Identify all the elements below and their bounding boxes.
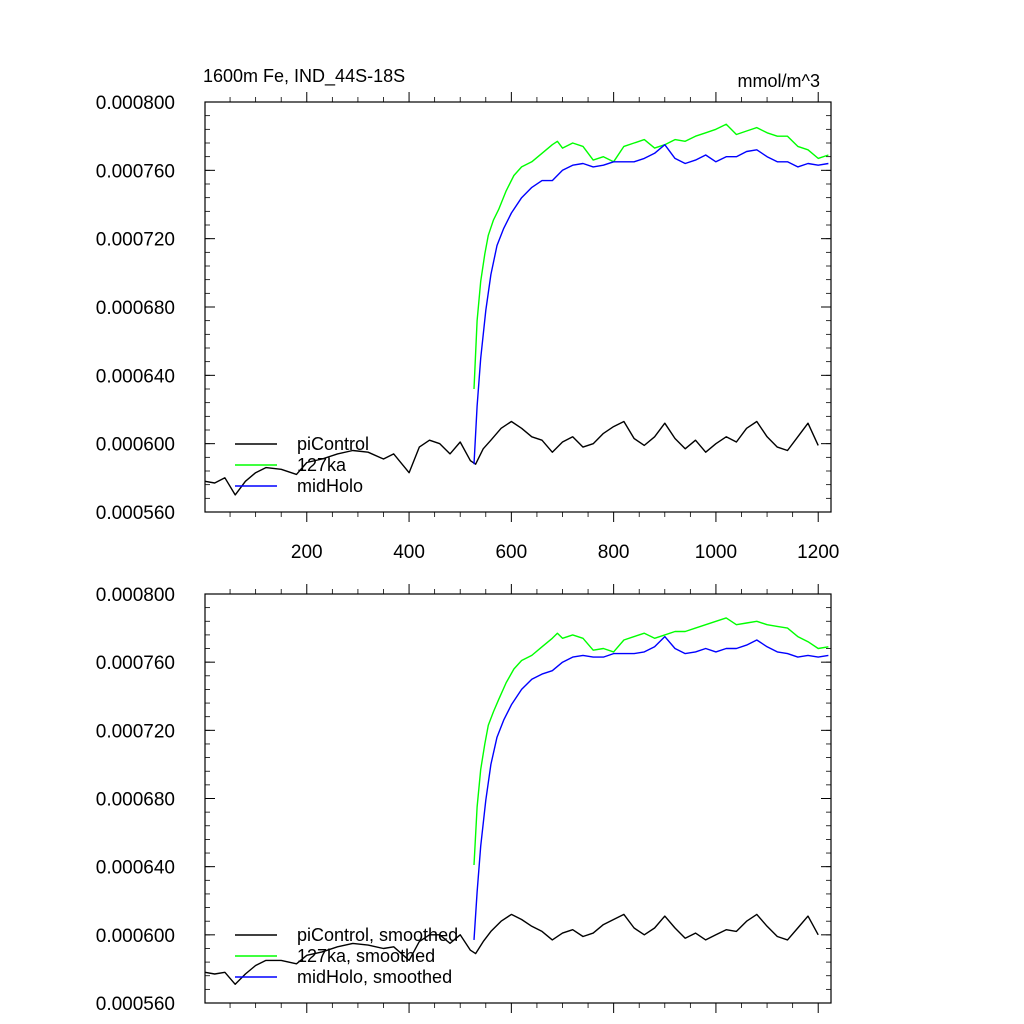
y-tick-label: 0.000720 [96,230,175,251]
axis-ticks: 0.000560 0.000600 0.000640 0.000680 0.000720… [96,584,831,1015]
y-tick-label: 0.000560 [96,994,175,1015]
y-tick-label: 0.000680 [96,298,175,319]
chart-title: 1600m Fe, IND_44S-18S [203,66,405,87]
y-tick-label: 0.000600 [96,926,175,947]
y-tick-label: 0.000760 [96,161,175,182]
plot-frame [204,101,832,513]
legend-label: piControl [297,434,369,454]
y-tick-label: 0.000720 [96,721,175,742]
x-tick-label: 400 [393,542,425,563]
legend-label: midHolo [297,476,363,496]
series-line-0 [204,913,819,985]
y-tick-label: 0.000640 [96,858,175,879]
x-tick-label: 1000 [695,542,737,563]
legend-label: 127ka, smoothed [297,946,435,966]
y-tick-label: 0.000760 [96,653,175,674]
y-tick-label: 0.000600 [96,435,175,456]
legend-label: midHolo, smoothed [297,967,452,987]
axis-ticks: 0.000560 0.000600 0.000640 0.000680 0.000720… [96,92,839,563]
series-line-1 [473,123,829,390]
x-tick-label: 600 [495,542,527,563]
y-tick-label: 0.000800 [96,585,175,606]
series-line-0 [204,420,819,496]
x-tick-label: 200 [291,542,323,563]
series-line-2 [473,143,829,465]
legend-label: piControl, smoothed [297,925,458,945]
x-tick-label: 800 [598,542,630,563]
series-group [204,123,829,496]
y-tick-label: 0.000800 [96,93,175,114]
y-tick-label: 0.000560 [96,503,175,524]
series-group [204,617,829,985]
series-line-1 [473,617,829,866]
units-label: mmol/m^3 [738,71,820,91]
panel-bottom: 0.000560 0.000600 0.000640 0.000680 0.000720… [96,584,832,1015]
legend-label: 127ka [297,455,347,475]
panel-top: 1600m Fe, IND_44S-18S mmol/m^3 0.0005600… [96,66,840,563]
plot-frame [204,593,832,1004]
x-tick-label: 1200 [797,542,839,563]
y-tick-label: 0.000680 [96,790,175,811]
y-tick-label: 0.000640 [96,366,175,387]
series-line-2 [473,635,829,940]
